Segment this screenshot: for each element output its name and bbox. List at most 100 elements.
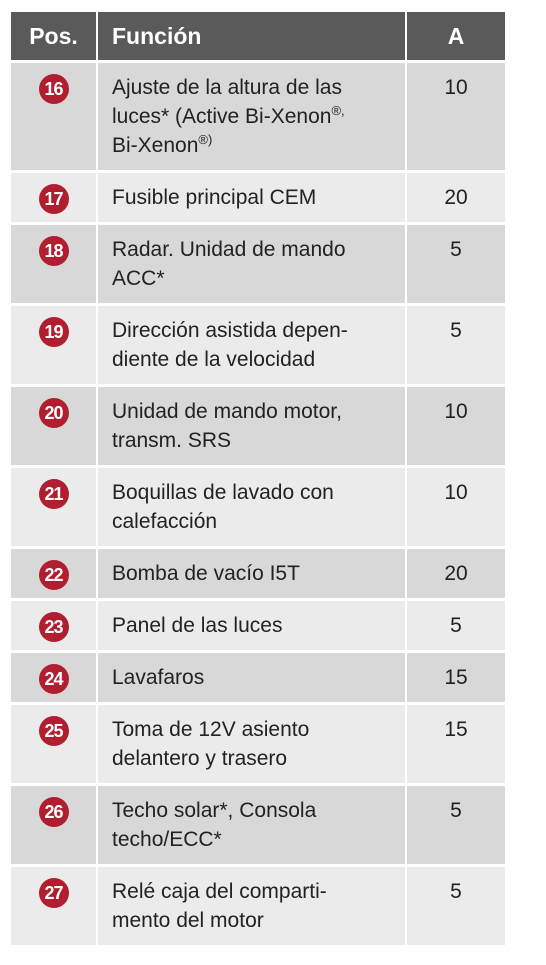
amps-cell: 10 xyxy=(407,468,505,546)
function-line: Bi-Xenon®) xyxy=(112,131,393,160)
position-badge: 24 xyxy=(38,664,69,694)
function-text: mento del motor xyxy=(112,909,264,932)
pos-cell: 20 xyxy=(11,387,96,465)
function-line: Panel de las luces xyxy=(112,611,393,640)
fuse-table: Pos. Función A 16 Ajuste de la altura de … xyxy=(11,12,505,948)
pos-cell: 24 xyxy=(11,653,96,702)
position-badge: 25 xyxy=(38,716,69,746)
function-text: Toma de 12V asiento xyxy=(112,718,310,741)
function-cell: Relé caja del comparti-mento del motor xyxy=(98,867,405,945)
function-text: luces* (Active Bi-Xenon xyxy=(112,105,332,128)
registered-mark: ®) xyxy=(198,132,213,147)
table-row: 22 Bomba de vacío I5T 20 xyxy=(11,549,505,598)
function-text: Bi-Xenon xyxy=(112,134,199,157)
function-line: Bomba de vacío I5T xyxy=(112,559,393,588)
function-line: ACC* xyxy=(112,264,393,293)
table-row: 26 Techo solar*, Consola techo/ECC* 5 xyxy=(11,786,505,864)
function-cell: Toma de 12V asiento delantero y trasero xyxy=(98,705,405,783)
function-line: Relé caja del comparti- xyxy=(112,877,393,906)
function-text: ACC* xyxy=(112,267,165,290)
header-function: Función xyxy=(98,12,405,60)
function-line: Techo solar*, Consola xyxy=(112,796,393,825)
table-row: 19 Dirección asistida depen-diente de la … xyxy=(11,306,505,384)
amps-cell: 10 xyxy=(407,387,505,465)
table-row: 21 Boquillas de lavado con calefacción 10 xyxy=(11,468,505,546)
position-badge: 27 xyxy=(38,878,69,908)
function-line: transm. SRS xyxy=(112,426,393,455)
amps-cell: 5 xyxy=(407,786,505,864)
function-cell: Bomba de vacío I5T xyxy=(98,549,405,598)
function-cell: Ajuste de la altura de las luces* (Active… xyxy=(98,63,405,170)
table-row: 18 Radar. Unidad de mando ACC* 5 xyxy=(11,225,505,303)
function-line: mento del motor xyxy=(112,906,393,935)
table-row: 25 Toma de 12V asiento delantero y trasero… xyxy=(11,705,505,783)
pos-cell: 26 xyxy=(11,786,96,864)
function-line: delantero y trasero xyxy=(112,744,393,773)
pos-cell: 27 xyxy=(11,867,96,945)
function-text: Ajuste de la altura de las xyxy=(112,76,342,99)
header-pos: Pos. xyxy=(11,12,96,60)
position-badge: 19 xyxy=(38,317,69,347)
function-line: Ajuste de la altura de las xyxy=(112,73,393,102)
header-amps: A xyxy=(407,12,505,60)
amps-cell: 5 xyxy=(407,225,505,303)
function-text: Techo solar*, Consola xyxy=(112,799,317,822)
table-row: 23 Panel de las luces 5 xyxy=(11,601,505,650)
function-text: Dirección asistida depen- xyxy=(112,319,348,342)
table-row: 16 Ajuste de la altura de las luces* (Acti… xyxy=(11,63,505,170)
position-badge: 23 xyxy=(38,612,69,642)
table-body: 16 Ajuste de la altura de las luces* (Acti… xyxy=(11,63,505,945)
function-line: Dirección asistida depen- xyxy=(112,316,393,345)
function-line: diente de la velocidad xyxy=(112,345,393,374)
position-badge: 18 xyxy=(38,236,69,266)
table-row: 24 Lavafaros 15 xyxy=(11,653,505,702)
function-text: techo/ECC* xyxy=(112,828,222,851)
amps-cell: 5 xyxy=(407,601,505,650)
function-line: Unidad de mando motor, xyxy=(112,397,393,426)
function-line: techo/ECC* xyxy=(112,825,393,854)
function-text: diente de la velocidad xyxy=(112,348,316,371)
function-line: luces* (Active Bi-Xenon®, xyxy=(112,102,393,131)
function-text: Relé caja del comparti- xyxy=(112,880,327,903)
function-line: calefacción xyxy=(112,507,393,536)
function-cell: Fusible principal CEM xyxy=(98,173,405,222)
function-text: transm. SRS xyxy=(112,429,232,452)
position-badge: 26 xyxy=(38,797,69,827)
function-text: Panel de las luces xyxy=(112,614,283,637)
pos-cell: 17 xyxy=(11,173,96,222)
function-cell: Unidad de mando motor, transm. SRS xyxy=(98,387,405,465)
function-line: Boquillas de lavado con xyxy=(112,478,393,507)
pos-cell: 19 xyxy=(11,306,96,384)
function-text: Radar. Unidad de mando xyxy=(112,238,346,261)
pos-cell: 22 xyxy=(11,549,96,598)
pos-cell: 16 xyxy=(11,63,96,170)
function-cell: Lavafaros xyxy=(98,653,405,702)
function-line: Lavafaros xyxy=(112,663,393,692)
position-badge: 22 xyxy=(38,560,69,590)
amps-cell: 20 xyxy=(407,173,505,222)
position-badge: 17 xyxy=(38,184,69,214)
function-text: delantero y trasero xyxy=(112,747,288,770)
table-row: 17 Fusible principal CEM 20 xyxy=(11,173,505,222)
function-cell: Panel de las luces xyxy=(98,601,405,650)
pos-cell: 21 xyxy=(11,468,96,546)
pos-cell: 25 xyxy=(11,705,96,783)
function-line: Radar. Unidad de mando xyxy=(112,235,393,264)
table-row: 27 Relé caja del comparti-mento del motor… xyxy=(11,867,505,945)
amps-cell: 20 xyxy=(407,549,505,598)
function-cell: Boquillas de lavado con calefacción xyxy=(98,468,405,546)
amps-cell: 5 xyxy=(407,306,505,384)
function-text: calefacción xyxy=(112,510,218,533)
function-line: Fusible principal CEM xyxy=(112,183,393,212)
function-text: Fusible principal CEM xyxy=(112,186,317,209)
pos-cell: 18 xyxy=(11,225,96,303)
position-badge: 20 xyxy=(38,398,69,428)
function-cell: Techo solar*, Consola techo/ECC* xyxy=(98,786,405,864)
function-text: Unidad de mando motor, xyxy=(112,400,342,423)
amps-cell: 10 xyxy=(407,63,505,170)
function-line: Toma de 12V asiento xyxy=(112,715,393,744)
position-badge: 21 xyxy=(38,479,69,509)
amps-cell: 15 xyxy=(407,653,505,702)
function-text: Lavafaros xyxy=(112,666,205,689)
amps-cell: 15 xyxy=(407,705,505,783)
